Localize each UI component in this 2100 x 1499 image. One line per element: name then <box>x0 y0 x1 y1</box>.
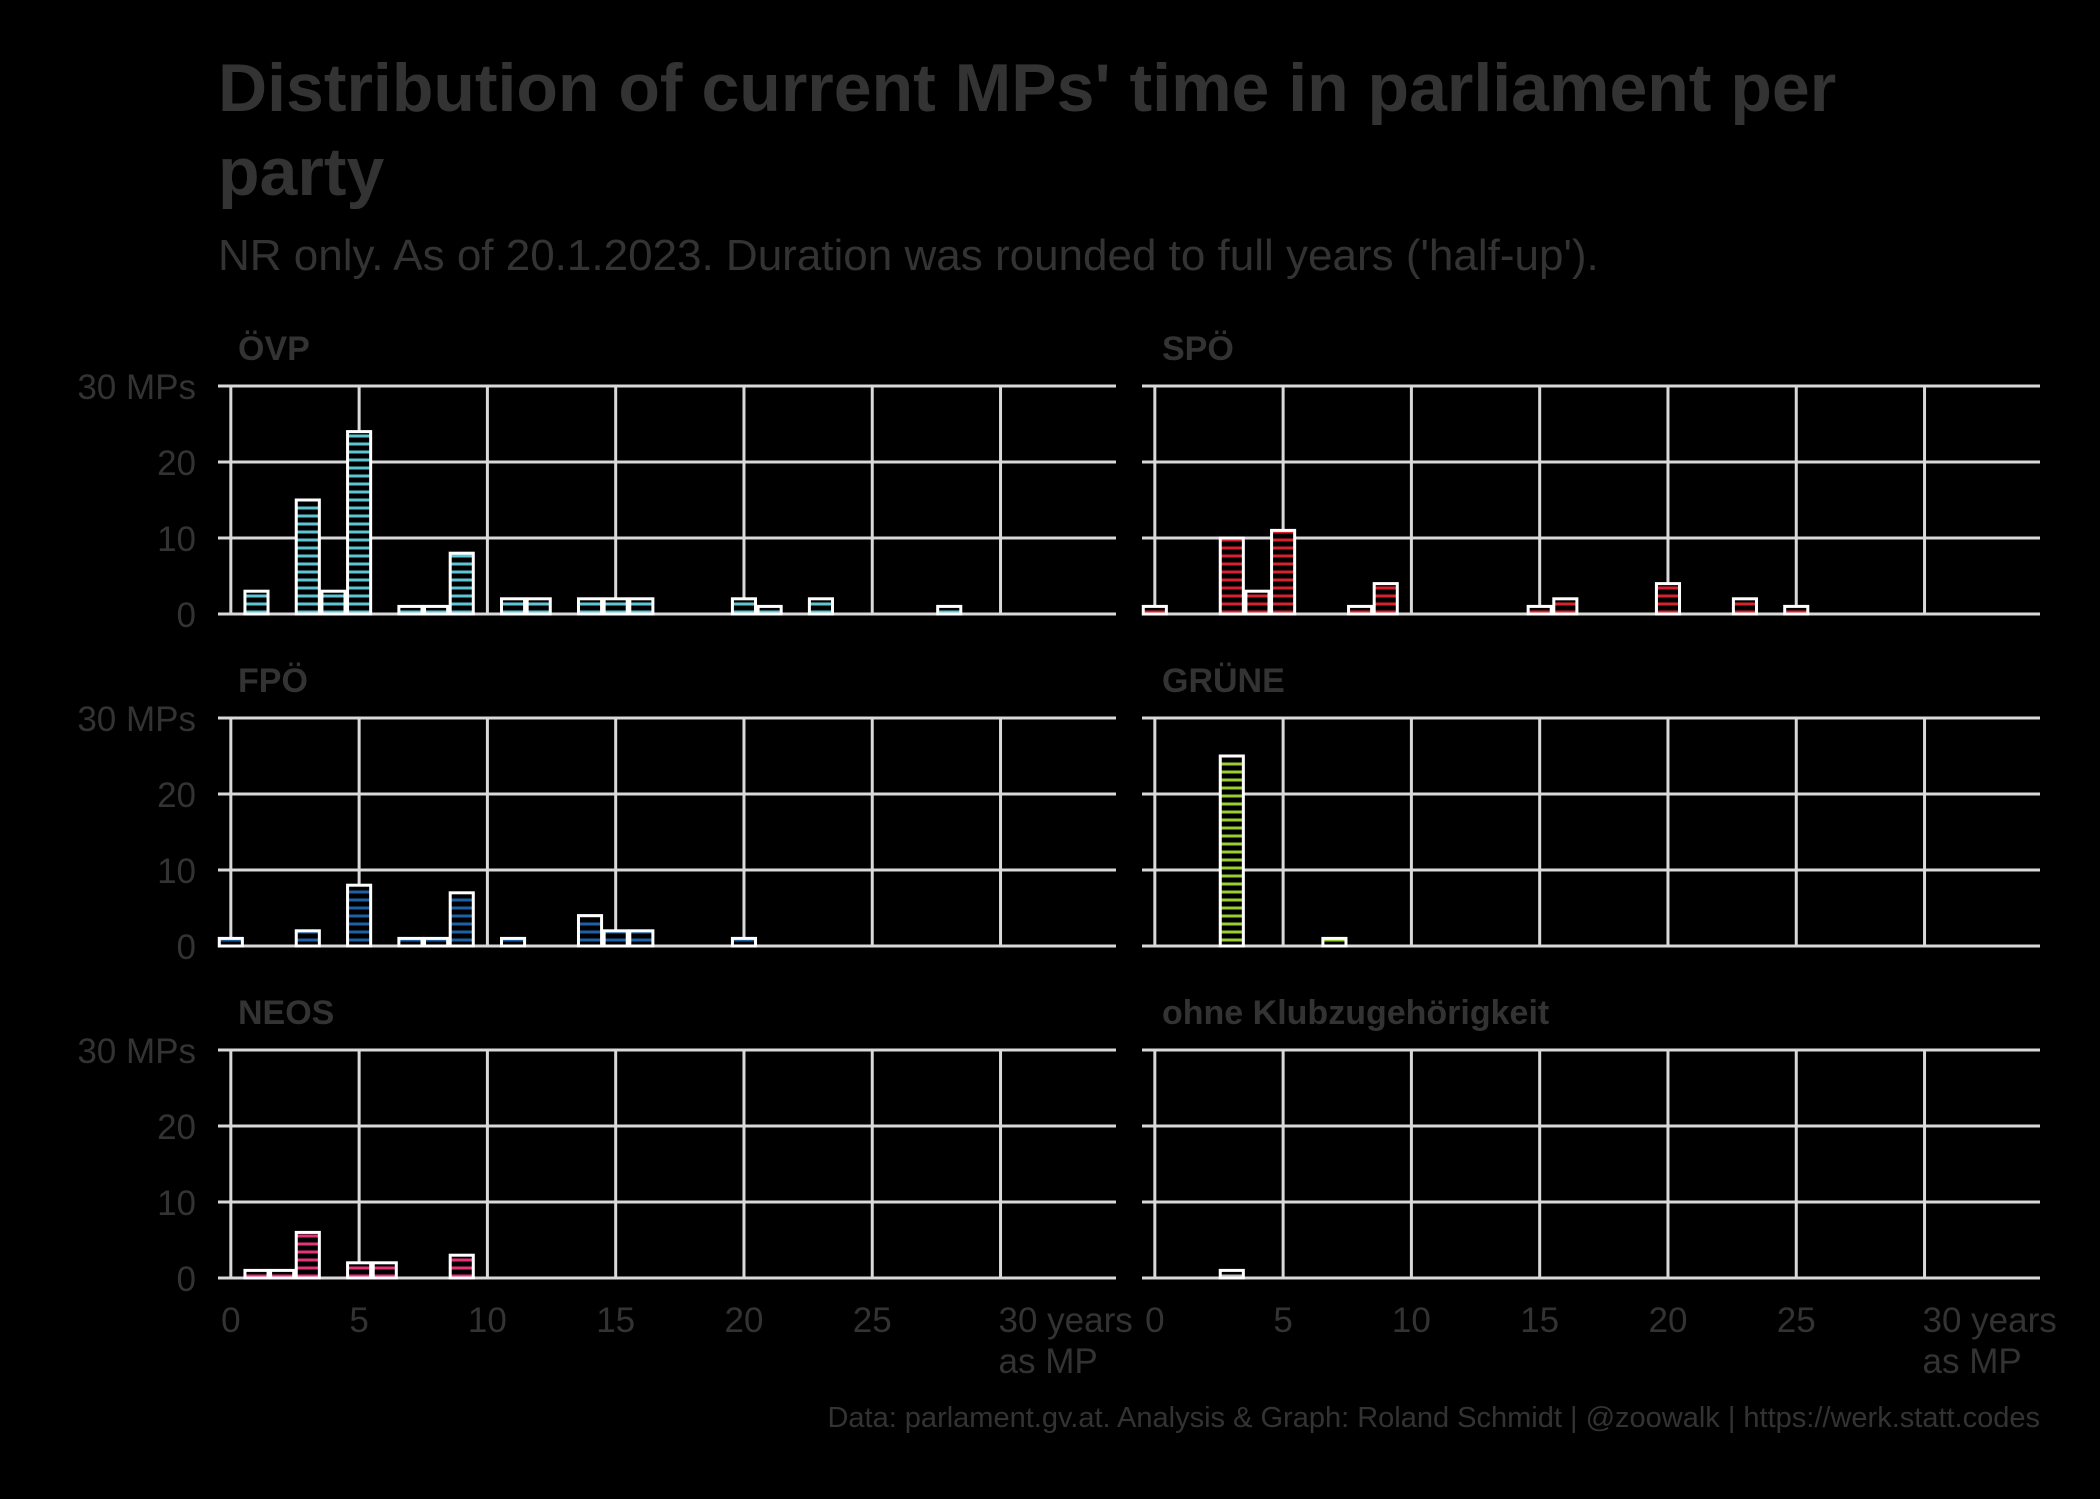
x-tick-label: as MP <box>1923 1342 2022 1381</box>
bar <box>423 936 450 948</box>
bar <box>294 498 321 616</box>
y-tick-label: 20 <box>157 444 196 483</box>
x-tick-label: 5 <box>1273 1301 1292 1340</box>
bar <box>448 551 475 616</box>
bar <box>397 936 424 948</box>
bar <box>448 1253 475 1280</box>
bar <box>730 597 758 616</box>
facet-label: SPÖ <box>1162 330 1234 368</box>
x-tick-label: 30 years <box>999 1301 1133 1340</box>
bar <box>243 589 270 616</box>
y-tick-label: 10 <box>157 520 196 559</box>
bar <box>346 1261 373 1280</box>
bar <box>1372 582 1399 616</box>
x-tick-label: 25 <box>1777 1301 1816 1340</box>
bar <box>576 914 604 948</box>
bar <box>500 936 527 948</box>
y-tick-label: 30 MPs <box>77 700 196 739</box>
bar <box>1731 597 1758 616</box>
bar <box>397 604 424 616</box>
facet-panel-fpö: FPÖ 0 10 20 30 MPs <box>77 662 1116 967</box>
bar <box>423 604 450 616</box>
facet-label: NEOS <box>238 994 334 1032</box>
bar <box>1783 604 1810 616</box>
facet-panel-spö: SPÖ <box>1141 330 2040 616</box>
y-tick-label: 0 <box>177 928 196 967</box>
facet-panel-ohne-klubzugehörigkeit: ohne Klubzugehörigkeit 0 5 10 15 20 25 30 years… <box>1142 994 2057 1381</box>
bar <box>294 929 321 948</box>
x-tick-label: 0 <box>1145 1301 1164 1340</box>
bar <box>602 597 629 616</box>
bar <box>243 1268 270 1280</box>
y-tick-label: 0 <box>177 1260 196 1299</box>
bar <box>1321 936 1348 948</box>
facet-label: ÖVP <box>238 330 310 368</box>
bar <box>1654 582 1682 616</box>
bar <box>1270 528 1297 616</box>
bar <box>1218 1268 1245 1280</box>
x-tick-label: 30 years <box>1923 1301 2057 1340</box>
bar <box>1552 597 1579 616</box>
y-tick-label: 20 <box>157 776 196 815</box>
x-tick-label: as MP <box>999 1342 1098 1381</box>
x-tick-label: 25 <box>853 1301 892 1340</box>
y-tick-label: 10 <box>157 852 196 891</box>
bar <box>346 430 373 616</box>
bar <box>730 936 758 948</box>
x-tick-label: 20 <box>725 1301 764 1340</box>
bar <box>217 936 244 948</box>
facet-panel-övp: ÖVP 0 10 20 30 MPs <box>77 330 1116 635</box>
bar <box>1218 536 1245 616</box>
bar <box>1218 754 1245 948</box>
x-tick-label: 15 <box>1520 1301 1559 1340</box>
bar <box>756 604 783 616</box>
chart-title: Distribution of current MPs' time in par… <box>218 50 1837 210</box>
bar <box>1244 589 1271 616</box>
facet-label: ohne Klubzugehörigkeit <box>1162 994 1549 1032</box>
y-tick-label: 10 <box>157 1184 196 1223</box>
bar <box>807 597 834 616</box>
y-tick-label: 20 <box>157 1108 196 1147</box>
bar <box>294 1230 321 1280</box>
facet-label: GRÜNE <box>1162 662 1285 700</box>
bar <box>525 597 552 616</box>
bar <box>936 604 963 616</box>
bar <box>500 597 527 616</box>
x-tick-label: 10 <box>1392 1301 1431 1340</box>
bar <box>448 891 475 948</box>
x-tick-label: 0 <box>221 1301 240 1340</box>
bar <box>1347 604 1374 616</box>
x-tick-label: 10 <box>468 1301 507 1340</box>
bar <box>346 883 373 948</box>
x-tick-label: 5 <box>349 1301 368 1340</box>
facet-label: FPÖ <box>238 662 308 700</box>
chart-subtitle: NR only. As of 20.1.2023. Duration was r… <box>218 231 1599 280</box>
chart-caption: Data: parlament.gv.at. Analysis & Graph:… <box>827 1402 2040 1434</box>
bar <box>1526 604 1553 616</box>
y-tick-label: 30 MPs <box>77 1032 196 1071</box>
bar <box>576 597 604 616</box>
bar <box>628 929 655 948</box>
facet-panel-grüne: GRÜNE <box>1142 662 2040 948</box>
bar <box>602 929 629 948</box>
bar <box>628 597 655 616</box>
bar <box>320 589 347 616</box>
bar <box>269 1268 296 1280</box>
x-tick-label: 15 <box>596 1301 635 1340</box>
x-tick-label: 20 <box>1649 1301 1688 1340</box>
bar <box>371 1261 398 1280</box>
bar <box>1141 604 1168 616</box>
y-tick-label: 30 MPs <box>77 368 196 407</box>
y-tick-label: 0 <box>177 596 196 635</box>
